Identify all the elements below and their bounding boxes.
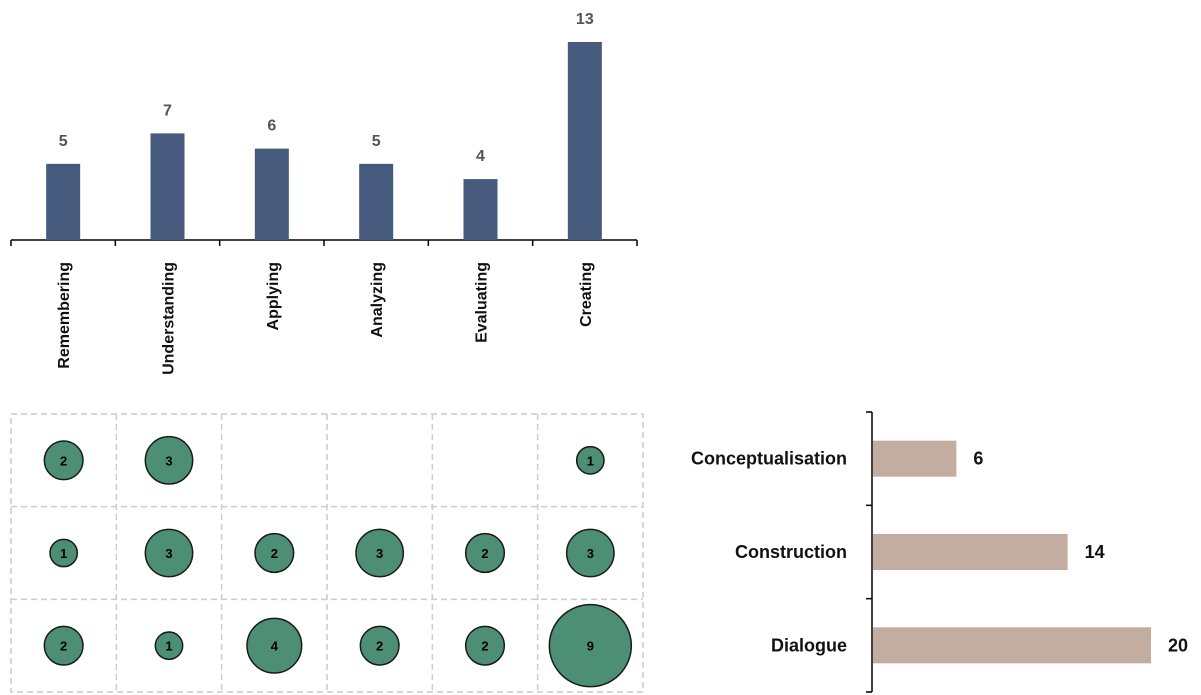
bubble-label: 3	[587, 546, 594, 561]
bubble-label: 2	[376, 639, 383, 654]
bar-value-label: 5	[372, 133, 381, 150]
x-tick-label: Evaluating	[474, 262, 491, 343]
bubble-label: 1	[60, 546, 67, 561]
bubble-label: 1	[587, 453, 594, 468]
bar-value-label: 6	[267, 118, 276, 135]
hbar-construction	[873, 534, 1068, 570]
bubble-label: 3	[165, 546, 172, 561]
x-tick-label: Creating	[578, 262, 595, 327]
hbar-dialogue	[873, 627, 1151, 663]
bar-understanding	[151, 133, 185, 240]
bar-applying	[255, 149, 289, 240]
bubble-label: 2	[60, 639, 67, 654]
bubble-label: 9	[587, 639, 594, 654]
bubble-label: 2	[481, 639, 488, 654]
bar-creating	[568, 42, 602, 240]
y-tick-label: Dialogue	[771, 635, 847, 655]
bar-analyzing	[359, 164, 393, 240]
hbar-value-label: 6	[973, 449, 983, 469]
bubble-label: 4	[271, 639, 279, 654]
bar-evaluating	[464, 179, 498, 240]
x-tick-label: Analyzing	[369, 262, 386, 338]
bubble-matrix: 2 3 1 1 3 2 3 2 3 2 1 4 2 2 9	[11, 414, 643, 692]
y-tick-label: Conceptualisation	[691, 449, 847, 469]
bar-value-label: 7	[163, 102, 172, 119]
bubble-label: 1	[165, 639, 172, 654]
y-tick-label: Construction	[735, 542, 847, 562]
bubble-label: 2	[60, 453, 67, 468]
bar-value-label: 13	[576, 11, 594, 28]
hbar-value-label: 20	[1168, 635, 1188, 655]
top-bar-chart: 5 Remembering 7 Understanding 6 Applying 5 Anal…	[11, 11, 637, 375]
bubble-label: 2	[481, 546, 488, 561]
bar-value-label: 4	[476, 148, 485, 165]
x-tick-label: Remembering	[56, 262, 73, 369]
x-tick-label: Understanding	[161, 262, 178, 375]
bar-remembering	[46, 164, 80, 240]
x-tick-label: Applying	[265, 262, 282, 330]
hbar-value-label: 14	[1085, 542, 1105, 562]
bubble-label: 3	[165, 453, 172, 468]
hbar-conceptualisation	[873, 441, 956, 477]
bubble-label: 3	[376, 546, 383, 561]
bar-value-label: 5	[59, 133, 68, 150]
bubble-label: 2	[271, 546, 278, 561]
horizontal-bar-chart: Conceptualisation 6 Construction 14 Dialogue…	[691, 412, 1188, 692]
